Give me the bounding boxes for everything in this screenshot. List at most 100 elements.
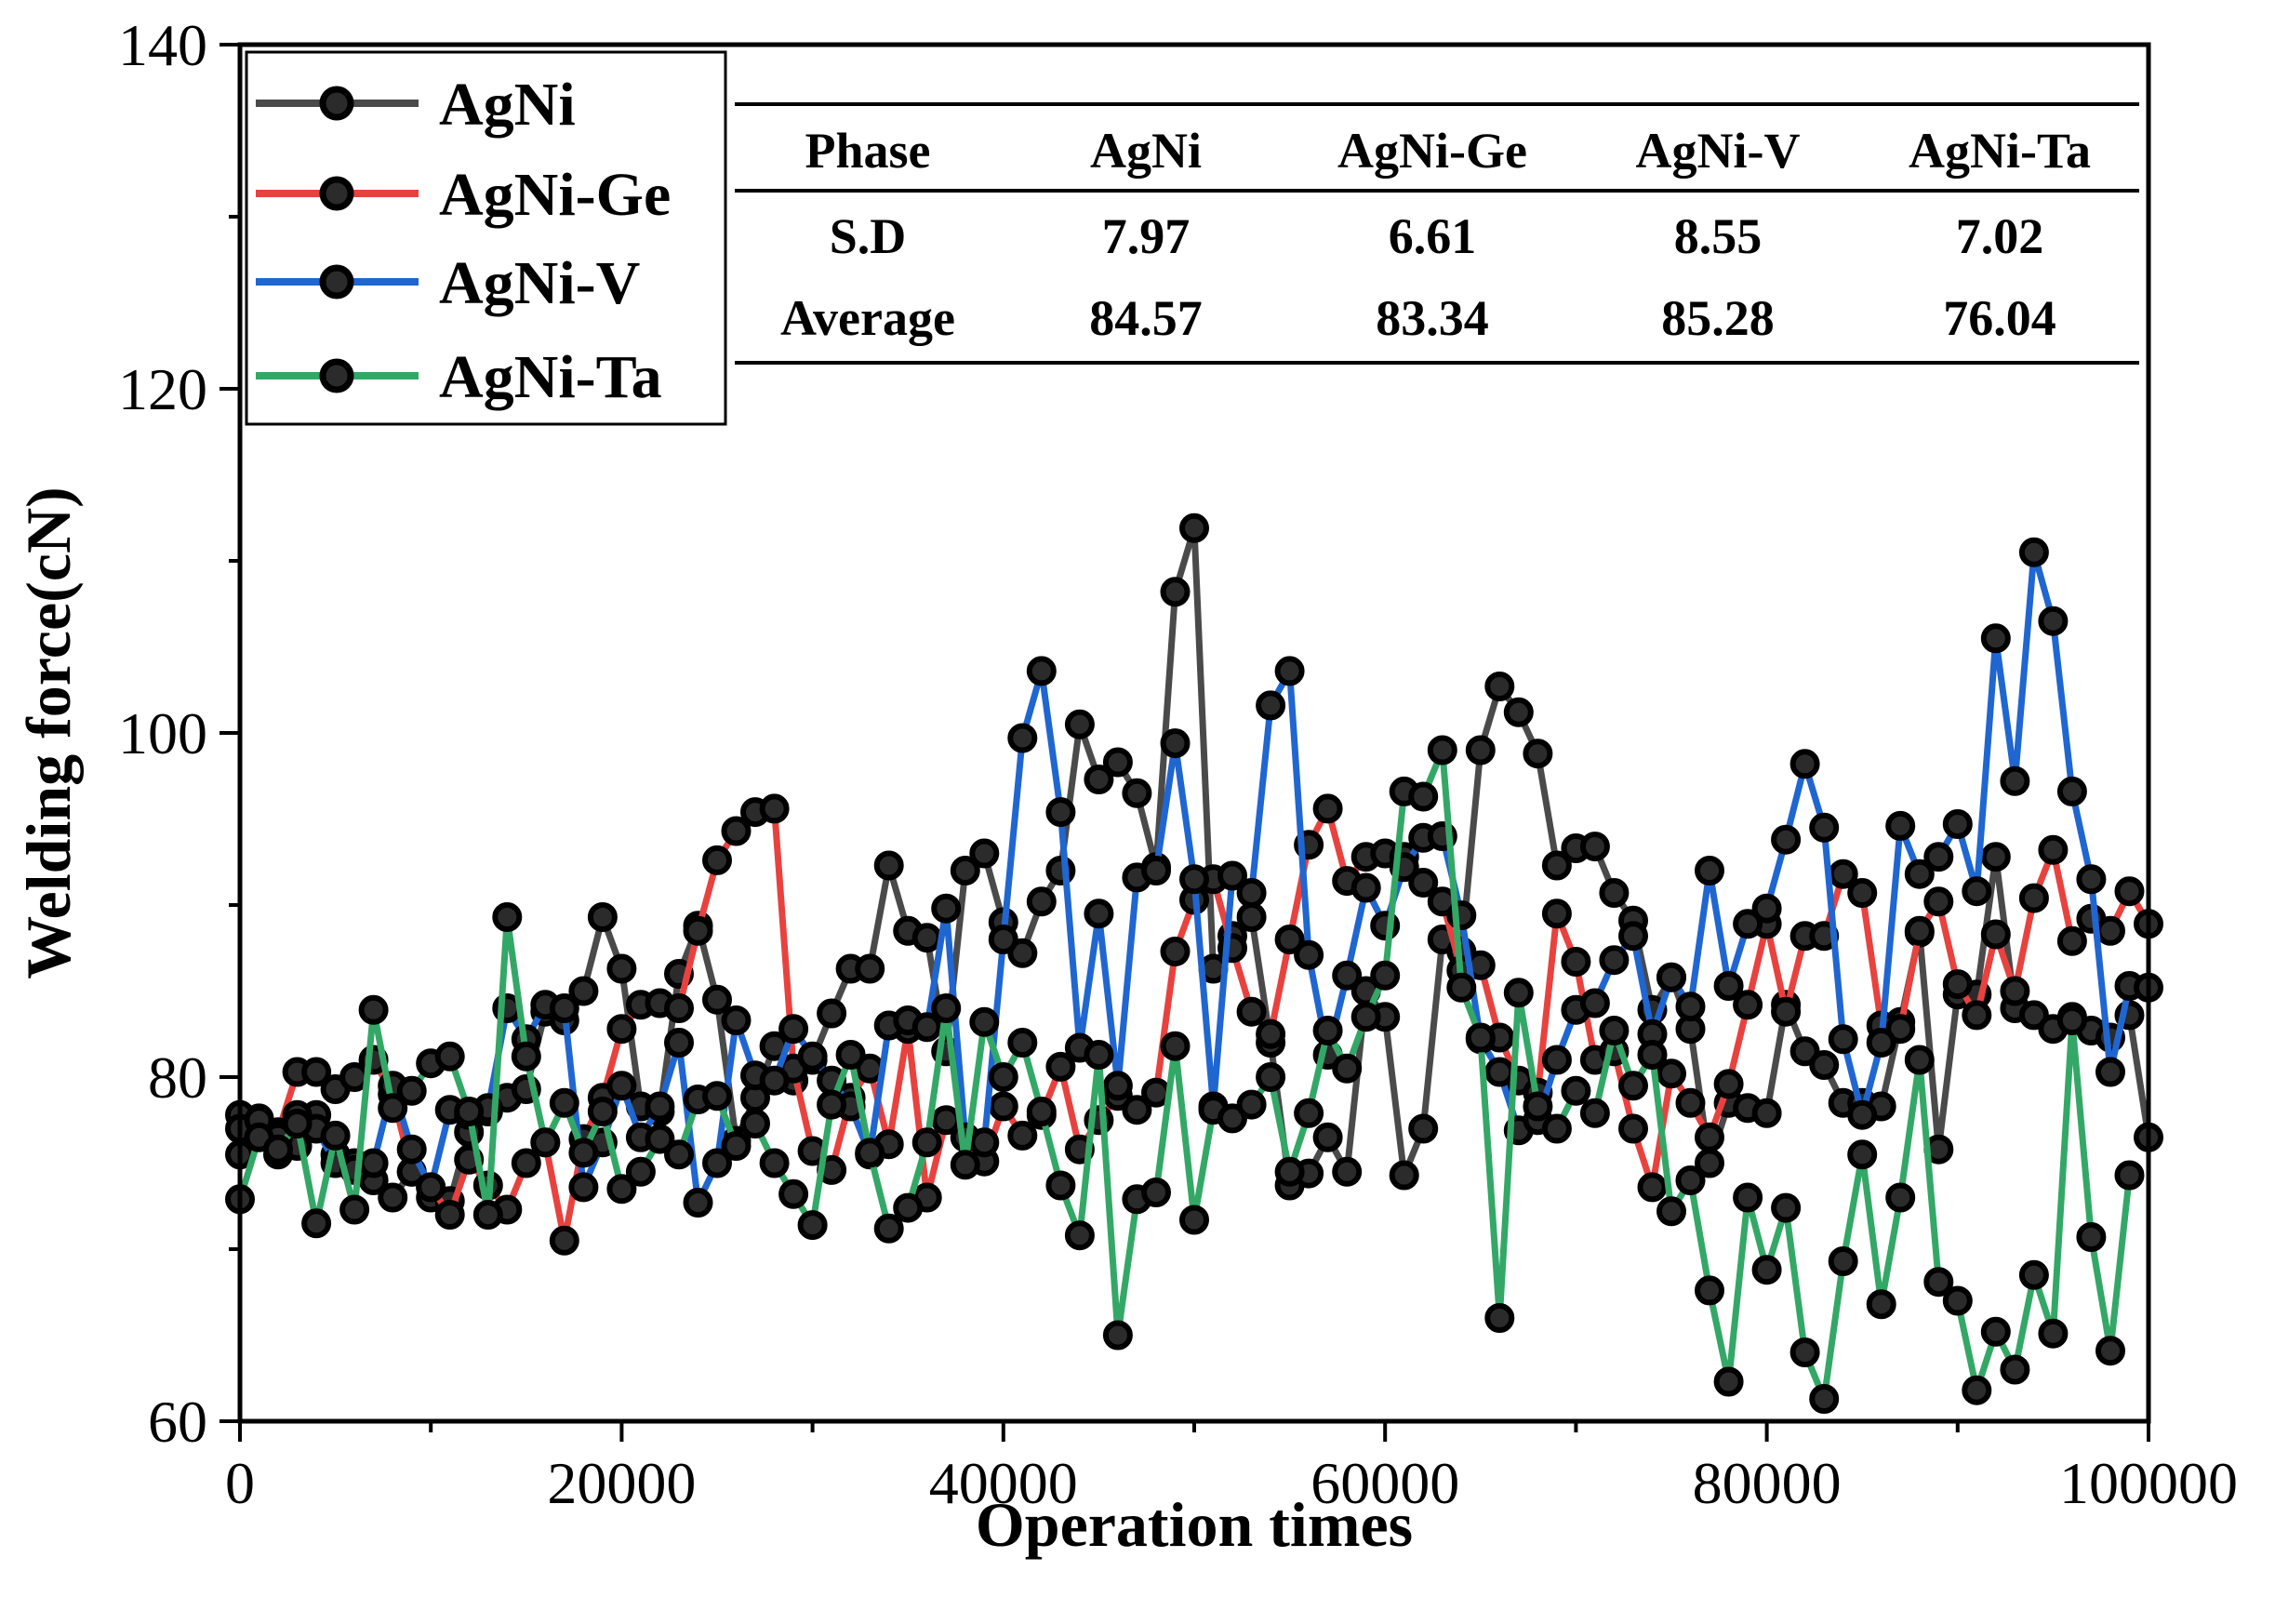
data-point-agni-ta xyxy=(1408,781,1439,812)
y-axis-title: Welding force(cN) xyxy=(13,486,84,978)
data-point-agni xyxy=(1465,735,1496,765)
legend-item-agni-ta: AgNi-Ta xyxy=(256,343,662,411)
data-point-agni-ta xyxy=(969,1006,1000,1037)
data-point-agni-ta xyxy=(1332,1053,1363,1084)
data-point-agni-ta xyxy=(625,1156,656,1187)
data-point-agni-ta xyxy=(1695,1275,1724,1306)
data-point-agni-ge xyxy=(702,845,732,875)
data-point-agni-ge xyxy=(1541,899,1572,929)
data-point-agni-ge xyxy=(1045,1051,1076,1082)
data-point-agni-ge xyxy=(1637,1172,1668,1203)
data-point-agni-v xyxy=(1102,1071,1133,1101)
data-point-agni xyxy=(1332,1156,1363,1187)
data-point-agni-v xyxy=(702,1148,732,1178)
data-point-agni-ge xyxy=(549,1225,579,1256)
data-point-agni-ge xyxy=(1274,925,1305,954)
data-point-agni-ge xyxy=(1408,868,1439,898)
legend-label-agni-v: AgNi-V xyxy=(439,249,640,317)
data-point-agni-v xyxy=(1923,842,1954,872)
data-point-agni-ge xyxy=(1713,1069,1744,1099)
data-point-agni xyxy=(1751,1098,1782,1128)
data-point-agni-ge xyxy=(606,1014,637,1045)
data-point-agni-ta xyxy=(1312,1016,1343,1045)
table-sd-agni: 7.97 xyxy=(1102,208,1191,264)
data-point-agni-ta xyxy=(378,1093,408,1124)
data-point-agni-v xyxy=(1771,824,1802,855)
data-point-agni-ta xyxy=(873,1213,904,1244)
data-point-agni-ta xyxy=(1523,1091,1553,1122)
x-tick-label: 0 xyxy=(225,1450,255,1516)
data-point-agni xyxy=(1026,886,1057,917)
data-point-agni-ta xyxy=(1217,1103,1247,1134)
data-point-agni-ge xyxy=(1847,878,1878,908)
data-point-agni-ta xyxy=(740,1109,770,1138)
data-point-agni-ta xyxy=(1026,1097,1057,1126)
legend-item-agni-v: AgNi-V xyxy=(256,249,640,317)
data-point-agni xyxy=(1179,512,1209,543)
data-point-agni-ge xyxy=(1236,996,1267,1027)
table-sd-agni-ge: 6.61 xyxy=(1389,208,1477,264)
data-point-agni-ge xyxy=(1656,1058,1686,1089)
table-average-label: Average xyxy=(780,290,955,346)
data-point-agni-v xyxy=(2076,864,2107,895)
data-point-agni xyxy=(1064,709,1095,739)
data-point-agni-v xyxy=(1904,859,1935,889)
data-point-agni-ge xyxy=(301,1057,332,1087)
data-point-agni-ta xyxy=(568,1138,599,1168)
data-point-agni-ge xyxy=(1007,1120,1038,1151)
legend: AgNi AgNi-Ge AgNi-V AgNi-Ta xyxy=(245,50,727,426)
data-point-agni-ta xyxy=(282,1109,313,1138)
data-point-agni xyxy=(1484,672,1515,701)
y-tick-label: 100 xyxy=(118,700,207,766)
data-point-agni-ta xyxy=(1923,1267,1954,1298)
series-line-agni-ta xyxy=(236,747,2133,1403)
data-point-agni-ta xyxy=(778,1178,809,1209)
data-point-agni-ta xyxy=(797,1210,828,1241)
data-point-agni-ta xyxy=(606,1174,637,1205)
legend-marker-agni xyxy=(319,86,354,121)
data-point-agni-ta xyxy=(1102,1320,1133,1351)
data-point-agni-ge xyxy=(1962,1000,1992,1031)
data-point-agni-ta xyxy=(263,1134,293,1165)
data-point-agni-ta xyxy=(1733,1182,1763,1213)
data-point-agni xyxy=(873,850,904,881)
data-point-agni-ta xyxy=(664,1139,694,1170)
data-point-agni-ge xyxy=(1771,996,1802,1027)
data-point-agni-ta xyxy=(988,1062,1018,1092)
data-point-agni-ge xyxy=(2038,834,2069,865)
data-point-agni xyxy=(1160,577,1191,607)
data-point-agni-ta xyxy=(320,1120,351,1151)
data-point-agni-ta xyxy=(1427,735,1457,765)
data-point-agni xyxy=(2018,1000,2049,1031)
data-point-agni-ta xyxy=(2114,1160,2145,1191)
data-point-agni-ge xyxy=(1141,1077,1171,1108)
data-point-agni-ta xyxy=(492,902,523,932)
legend-marker-agni-ge xyxy=(319,176,354,211)
data-point-agni-v xyxy=(1866,1028,1896,1058)
data-point-agni-ta xyxy=(1962,1375,1992,1405)
data-point-agni-ta xyxy=(1160,1031,1191,1061)
data-point-agni-v xyxy=(1828,1024,1858,1055)
table-sd-agni-ta: 7.02 xyxy=(1956,208,2044,264)
data-point-agni xyxy=(606,953,637,984)
data-point-agni-ge xyxy=(2056,925,2087,956)
data-point-agni-ge xyxy=(511,1148,541,1178)
legend-label-agni-ta: AgNi-Ta xyxy=(439,343,662,411)
data-point-agni-v xyxy=(1236,878,1267,908)
data-point-agni-ge xyxy=(1561,947,1591,977)
data-point-agni-ta xyxy=(1465,1022,1496,1053)
data-point-agni xyxy=(855,953,885,984)
data-point-agni-v xyxy=(969,1127,1000,1158)
data-point-agni-v xyxy=(664,1028,694,1058)
x-tick-label: 100000 xyxy=(2059,1450,2238,1516)
data-point-agni-ta xyxy=(358,994,389,1025)
data-point-agni-ta xyxy=(1007,1028,1038,1058)
data-point-agni-ta xyxy=(1656,1196,1686,1227)
data-point-agni xyxy=(911,923,942,953)
data-point-agni-ta xyxy=(1885,1182,1916,1213)
data-point-agni-ge xyxy=(2114,876,2145,907)
data-point-agni-ta xyxy=(1904,1045,1935,1075)
table-average-agni-ge: 83.34 xyxy=(1376,290,1489,346)
data-point-agni-v xyxy=(911,1012,942,1043)
legend-marker-agni-ta xyxy=(319,358,354,393)
